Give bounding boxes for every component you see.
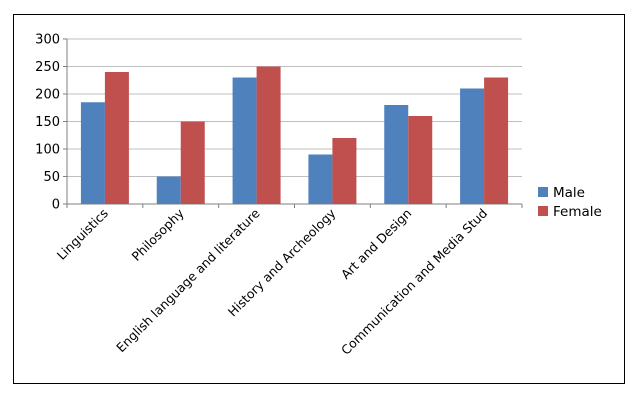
legend-swatch-male [538, 187, 548, 197]
bar-female-1 [104, 72, 129, 204]
category-label: English language and literature [113, 205, 263, 355]
legend-label-female: Female [553, 204, 602, 220]
y-tick-label: 50 [43, 170, 60, 185]
bar-male-5 [384, 105, 409, 204]
y-tick-label: 300 [35, 33, 60, 48]
category-label: Linguistics [54, 206, 111, 263]
legend-label-male: Male [553, 185, 585, 201]
y-tick-label: 150 [35, 115, 60, 130]
bar-female-5 [408, 116, 433, 204]
y-tick-label: 200 [35, 88, 60, 103]
category-label: Art and Design [338, 206, 415, 283]
bar-chart: 0 50 100 150 200 250 300 Linguistics PhilosophyE… [35, 33, 602, 358]
bar-male-3 [232, 77, 257, 204]
y-tick-label: 250 [35, 60, 60, 75]
y-tick-label: 0 [52, 198, 60, 213]
bar-female-6 [484, 77, 509, 204]
chart-frame: 0 50 100 150 200 250 300 Linguistics Philosophy E… [13, 14, 625, 384]
category-label: Philosophy [129, 205, 188, 264]
y-tick-label: 100 [35, 143, 60, 158]
legend-swatch-female [538, 206, 548, 216]
bar-male-2 [156, 176, 181, 204]
bar-female-4 [332, 138, 357, 204]
bar-male-1 [80, 102, 105, 204]
bar-female-3 [256, 66, 281, 204]
bar-male-6 [460, 88, 485, 204]
bar-female-2 [180, 121, 205, 204]
bar-male-4 [308, 154, 333, 204]
category-label: Communication and Media Stud [338, 206, 490, 358]
